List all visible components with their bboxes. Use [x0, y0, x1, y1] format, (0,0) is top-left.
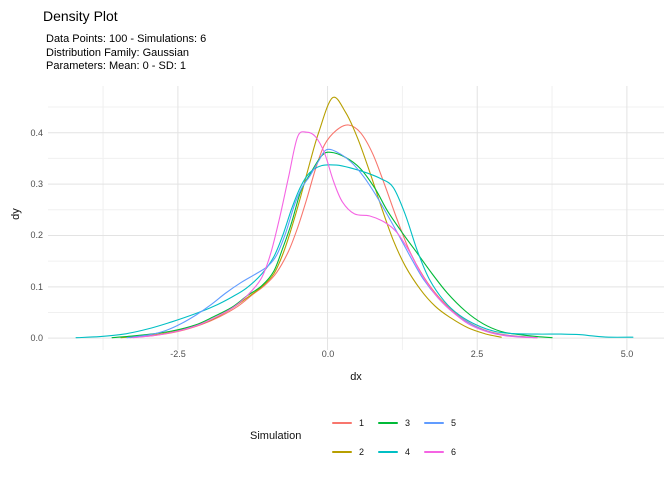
y-tick-label: 0.1 [30, 282, 43, 292]
density-curve-5 [126, 148, 535, 339]
density-curve-6 [132, 131, 538, 339]
x-tick-label: 5.0 [620, 349, 634, 359]
y-axis-label: dy [10, 208, 22, 220]
x-axis-label: dx [350, 371, 362, 383]
y-tick-label: 0.4 [30, 128, 43, 138]
x-tick-label: 0.0 [321, 349, 335, 359]
x-tick-label: 2.5 [470, 349, 484, 359]
subtitle-line: Distribution Family: Gaussian [46, 46, 190, 59]
density-curve-3 [111, 151, 553, 339]
y-tick-label: 0.3 [30, 179, 43, 189]
subtitle-line: Parameters: Mean: 0 - SD: 1 [46, 60, 186, 73]
density-curve-4 [75, 164, 634, 339]
plot-subtitle: Data Points: 100 - Simulations: 6 Distri… [46, 33, 206, 74]
y-tick-label: 0.2 [30, 230, 43, 240]
plot-title: Density Plot [43, 8, 118, 24]
y-tick-label: 0.0 [30, 333, 43, 343]
x-tick-label: -2.5 [170, 349, 186, 359]
density-curve-1 [129, 124, 538, 339]
subtitle-line: Data Points: 100 - Simulations: 6 [46, 33, 207, 45]
legend-title: Simulation [250, 430, 302, 442]
